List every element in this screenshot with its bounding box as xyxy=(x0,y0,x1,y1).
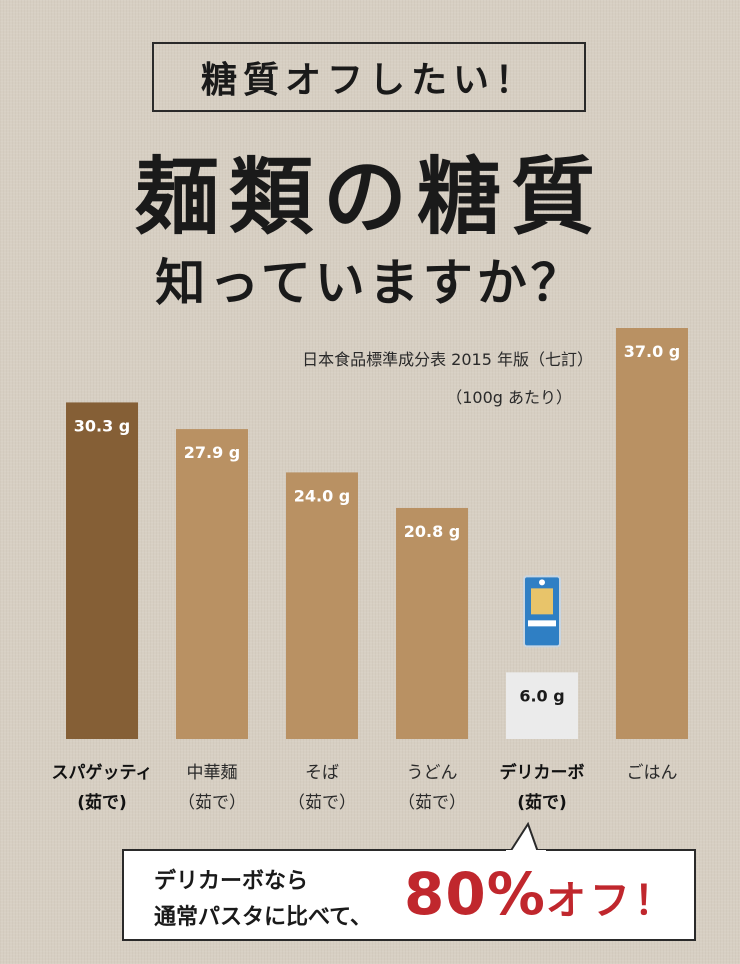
bar-2 xyxy=(286,472,358,739)
callout-box: デリカーボなら 通常パスタに比べて、 80%オフ！ xyxy=(122,849,696,941)
category-label-line: (茹で) xyxy=(517,793,567,813)
category-label-1: 中華麺 （茹で） xyxy=(147,758,277,818)
bar-value-label-2: 24.0 g xyxy=(294,486,351,505)
bar-3 xyxy=(396,507,468,739)
package-icon xyxy=(523,575,561,648)
bar-value-label-5: 37.0 g xyxy=(624,342,681,361)
category-label-line: デリカーボ xyxy=(499,763,585,783)
callout-line2: 通常パスタに比べて、 xyxy=(154,905,373,930)
category-label-3: うどん （茹で） xyxy=(367,758,497,818)
category-label-line: そば xyxy=(305,763,339,783)
category-label-line: うどん xyxy=(406,763,458,783)
category-label-line: ごはん xyxy=(626,763,678,783)
category-label-line: (茹で) xyxy=(77,793,127,813)
category-label-line: スパゲッティ xyxy=(51,763,153,783)
headline-question: 知っていますか？ xyxy=(155,254,585,312)
category-label-line: （茹で） xyxy=(398,793,466,813)
callout-line1: デリカーボなら xyxy=(154,869,309,894)
kicker-text: 糖質オフしたい！ xyxy=(200,60,537,101)
bar-0 xyxy=(66,402,138,739)
callout-pointer xyxy=(506,822,546,854)
bar-5 xyxy=(616,328,688,739)
bar-4 xyxy=(506,672,578,739)
category-label-line: （茹で） xyxy=(288,793,356,813)
bar-value-label-4: 6.0 g xyxy=(519,686,564,705)
source-basis-note: （100g あたり） xyxy=(446,388,572,407)
category-label-line: 中華麺 xyxy=(186,763,238,783)
headline-title: 麺類の糖質 xyxy=(134,148,605,246)
source-note: 日本食品標準成分表 2015 年版（七訂） xyxy=(302,350,593,369)
bar-value-label-0: 30.3 g xyxy=(74,416,131,435)
category-label-2: そば （茹で） xyxy=(257,758,387,818)
category-label-5: ごはん xyxy=(587,758,717,788)
bar-value-label-1: 27.9 g xyxy=(184,443,241,462)
callout-highlight: 80%オフ！ xyxy=(404,859,678,936)
callout-percent: 80% xyxy=(404,860,546,928)
category-label-line: （茹で） xyxy=(178,793,246,813)
category-label-0: スパゲッティ (茹で) xyxy=(37,758,167,818)
bar-1 xyxy=(176,429,248,739)
callout-off-text: オフ！ xyxy=(545,878,678,924)
bar-value-label-3: 20.8 g xyxy=(404,522,461,541)
category-label-4: デリカーボ (茹で) xyxy=(477,758,607,818)
kicker-box: 糖質オフしたい！ xyxy=(152,42,586,112)
